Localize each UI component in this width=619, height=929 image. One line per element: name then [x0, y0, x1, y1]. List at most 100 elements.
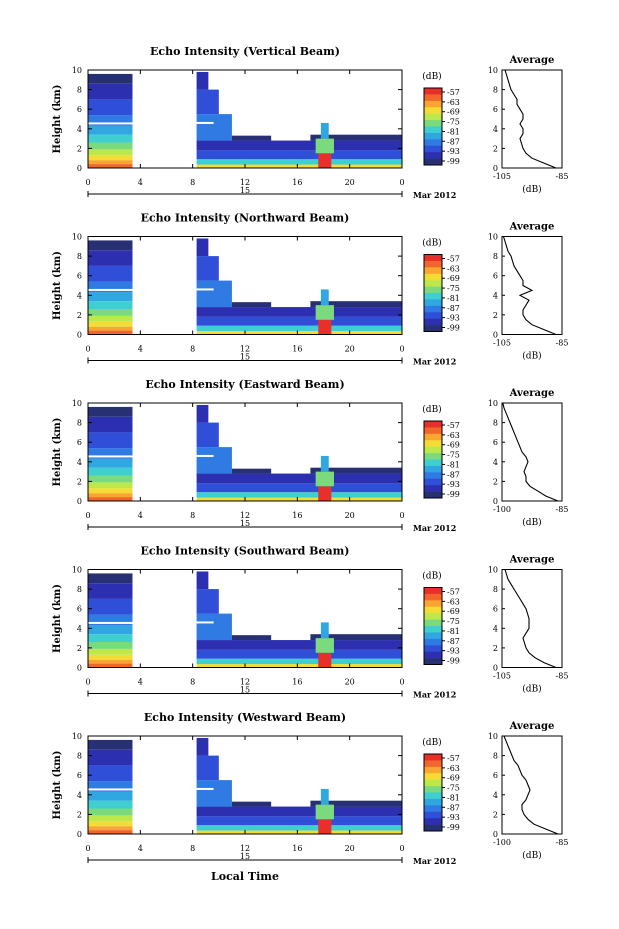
echo-gap [88, 122, 133, 125]
y-tick-label: 10 [72, 566, 82, 575]
echo-cell [88, 281, 133, 293]
date-mark: 15 [240, 519, 250, 528]
colorbar-swatch [424, 658, 442, 665]
average-y-tick-label: 0 [493, 331, 498, 340]
echo-cell [310, 301, 402, 308]
average-y-tick-label: 8 [493, 585, 498, 594]
date-suffix: Mar 2012 [413, 856, 456, 866]
echo-cell [196, 159, 402, 165]
echo-cell [88, 815, 133, 822]
colorbar-unit: (dB) [422, 737, 441, 748]
echo-cell [88, 739, 133, 750]
colorbar-label: -87 [447, 803, 460, 812]
echo-cell [88, 598, 133, 615]
colorbar-unit: (dB) [422, 571, 441, 582]
echo-cell [196, 640, 402, 650]
colorbar-swatch [424, 600, 442, 608]
echo-cell [310, 467, 402, 474]
echo-cell [315, 471, 334, 487]
echo-cell [196, 497, 402, 501]
echo-cell [318, 153, 332, 168]
date-suffix: Mar 2012 [413, 357, 456, 367]
x-tick-label: 0 [399, 345, 404, 354]
colorbar-swatch [424, 632, 442, 640]
echo-cell [320, 622, 329, 639]
echo-cell [88, 654, 133, 660]
echo-gap [88, 288, 133, 291]
average-profile-line [504, 569, 557, 669]
average-frame [501, 69, 563, 169]
echo-cell [196, 589, 219, 614]
colorbar-label: -75 [447, 451, 460, 460]
y-tick-label: 6 [77, 605, 82, 614]
colorbar-swatch [424, 593, 442, 601]
average-y-tick-label: 4 [493, 125, 498, 134]
echo-cell [315, 305, 334, 320]
echo-cell [88, 83, 133, 100]
beam-panel: Echo Intensity (Northward Beam) 0 2 4 6 8 10 He… [52, 212, 568, 367]
echo-cell [88, 749, 133, 766]
colorbar-frame [423, 87, 443, 166]
echo-cell [88, 482, 133, 489]
date-mark: 15 [240, 353, 250, 362]
x-tick-label: 12 [240, 844, 250, 853]
panel-title: Echo Intensity (Southward Beam) [141, 545, 350, 558]
echo-cell [88, 142, 133, 150]
echo-cell [310, 634, 402, 641]
average-y-tick-label: 6 [493, 105, 498, 114]
echo-cell [88, 497, 133, 501]
colorbar-label: -57 [447, 754, 460, 763]
average-frame [501, 236, 563, 335]
echo-cell [88, 315, 133, 322]
colorbar-swatch [424, 754, 442, 761]
colorbar-swatch [424, 798, 442, 806]
colorbar-swatch [424, 824, 442, 832]
colorbar-label: -81 [447, 294, 460, 303]
colorbar-label: -87 [447, 304, 460, 313]
colorbar-swatch [424, 440, 442, 447]
x-tick-label: 20 [345, 178, 355, 187]
colorbar-swatch [424, 113, 442, 121]
x-tick-label: 16 [292, 511, 302, 520]
beam-panel: Echo Intensity (Westward Beam) 0 2 4 6 8 10 Hei… [52, 711, 568, 866]
average-y-tick-label: 2 [493, 810, 498, 819]
echo-cell [88, 115, 133, 126]
echo-cell [196, 280, 232, 308]
x-tick-label: 12 [240, 178, 250, 187]
x-tick-label: 0 [85, 345, 90, 354]
y-axis-label: Height (km) [52, 418, 63, 487]
average-x-tick-label: -100 [493, 838, 511, 847]
average-x-tick-label: -85 [556, 838, 569, 847]
echo-cell [88, 659, 133, 664]
y-tick-label: 0 [77, 331, 82, 340]
x-tick-label: 4 [138, 345, 143, 354]
average-y-tick-label: 0 [493, 164, 498, 173]
average-profile-line [502, 236, 557, 336]
echo-gap [196, 787, 214, 790]
echo-cell [196, 404, 209, 423]
colorbar-swatch [424, 619, 442, 627]
x-tick-label: 8 [190, 678, 195, 687]
colorbar-label: -93 [447, 314, 460, 323]
colorbar-swatch [424, 818, 442, 825]
y-axis-label: Height (km) [52, 251, 63, 320]
y-tick-label: 2 [77, 311, 82, 320]
y-tick-label: 2 [77, 477, 82, 486]
echo-cell [88, 240, 133, 251]
x-tick-label: 20 [345, 345, 355, 354]
echo-cell [318, 652, 332, 668]
colorbar-label: -69 [447, 607, 460, 616]
echo-cell [88, 634, 133, 643]
average-y-tick-label: 10 [488, 233, 498, 242]
echo-cell [196, 658, 402, 665]
echo-cell [196, 447, 232, 474]
colorbar-label: -57 [447, 588, 460, 597]
colorbar-label: -93 [447, 147, 460, 156]
y-tick-label: 4 [77, 624, 82, 633]
average-x-label: (dB) [522, 850, 541, 861]
average-y-tick-label: 10 [488, 66, 498, 75]
colorbar-swatch [424, 478, 442, 486]
colorbar-label: -57 [447, 255, 460, 264]
colorbar-swatch [424, 132, 442, 140]
x-tick-label: 20 [345, 678, 355, 687]
